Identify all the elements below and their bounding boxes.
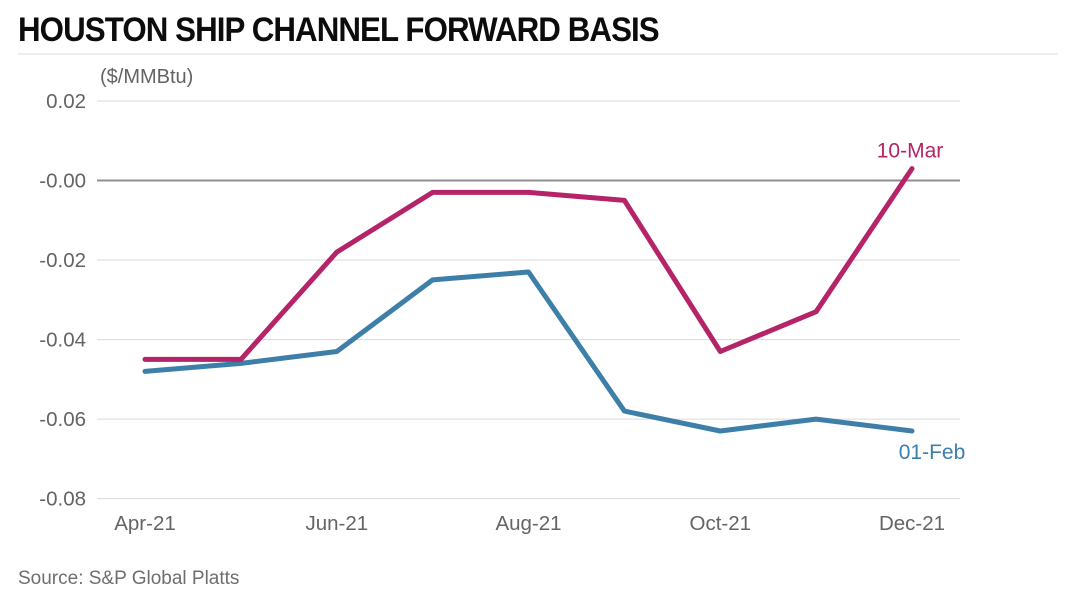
source-attribution: Source: S&P Global Platts — [18, 568, 240, 589]
title-divider — [18, 53, 1058, 55]
y-tick-label: 0.02 — [46, 90, 86, 113]
y-tick-label: -0.08 — [39, 488, 86, 511]
y-tick-label: -0.06 — [39, 408, 86, 431]
x-tick-label: Jun-21 — [305, 512, 368, 535]
line-chart: 0.02 -0.00 -0.02 -0.04 -0.06 -0.08 Apr-21 Jun-2… — [39, 90, 966, 535]
y-tick-label: -0.00 — [39, 170, 86, 193]
chart-title: HOUSTON SHIP CHANNEL FORWARD BASIS — [18, 11, 660, 49]
series-label-01-feb: 01-Feb — [899, 441, 966, 464]
series-line-01-feb — [142, 269, 915, 434]
y-axis-unit-label: ($/MMBtu) — [100, 66, 194, 88]
series-label-10-mar: 10-Mar — [877, 140, 944, 163]
x-tick-label: Dec-21 — [879, 512, 945, 535]
x-tick-label: Apr-21 — [114, 512, 176, 535]
y-tick-label: -0.02 — [39, 249, 86, 272]
y-tick-label: -0.04 — [39, 329, 86, 352]
series-line-10-mar — [142, 166, 915, 362]
x-tick-label: Aug-21 — [495, 512, 561, 535]
x-tick-label: Oct-21 — [690, 512, 752, 535]
